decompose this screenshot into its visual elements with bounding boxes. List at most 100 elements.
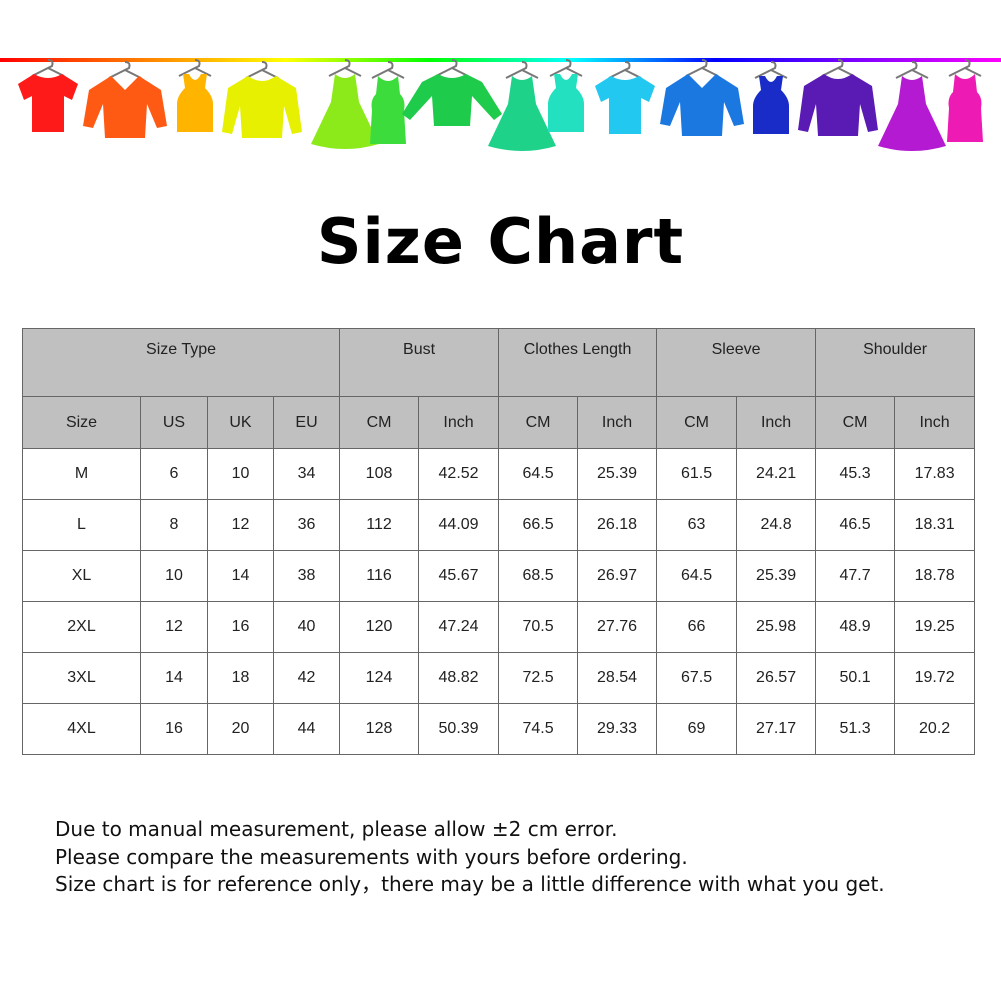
hanger-icon: [895, 61, 929, 79]
sub-header-inch: Inch: [577, 396, 658, 449]
table-cell: M: [22, 448, 141, 500]
sub-header-size: Size: [22, 396, 141, 449]
table-cell: 47.24: [418, 601, 500, 653]
table-cell: 8: [140, 499, 208, 551]
table-cell: 16: [207, 601, 274, 653]
table-cell: L: [22, 499, 141, 551]
table-cell: 44: [272, 703, 341, 755]
table-cell: 66: [656, 601, 738, 653]
table-cell: 45.3: [815, 448, 896, 500]
table-cell: 50.1: [815, 652, 896, 704]
garment-shape: [83, 76, 167, 138]
garment-shape: [18, 74, 78, 132]
table-cell: 67.5: [656, 652, 738, 704]
header-size-type: Size Type: [21, 328, 341, 397]
garment-shape: [402, 74, 502, 126]
hanger-icon: [549, 59, 583, 77]
table-cell: 70.5: [498, 601, 579, 653]
table-cell: 18: [207, 652, 274, 704]
table-cell: 40: [272, 601, 341, 653]
sub-header-cm: CM: [339, 396, 420, 449]
table-cell: 120: [339, 601, 420, 653]
table-row: M 6 10 34 108 42.52 64.5 25.39 61.5 24.21 45.3 17.8…: [22, 448, 976, 500]
table-cell: 6: [140, 448, 208, 500]
table-cell: 42.52: [418, 448, 500, 500]
table-row: 4XL 16 20 44 128 50.39 74.5 29.33 69 27.17 51.3 20.…: [22, 703, 976, 755]
table-row: L 8 12 36 112 44.09 66.5 26.18 63 24.8 46.5 18.31: [22, 499, 976, 551]
t-shirt-icon: [18, 59, 78, 132]
hanger-icon: [371, 61, 405, 79]
table-cell: 44.09: [418, 499, 500, 551]
table-cell: 14: [140, 652, 208, 704]
table-cell: 74.5: [498, 703, 579, 755]
tank-dress-icon: [370, 61, 406, 144]
tank-top-icon: [753, 61, 789, 134]
hanger-icon: [685, 59, 719, 77]
table-cell: 108: [339, 448, 420, 500]
garment-shape: [878, 76, 946, 151]
table-cell: 19.25: [894, 601, 976, 653]
table-cell: 3XL: [22, 652, 141, 704]
table-cell: 124: [339, 652, 420, 704]
group-header-row: Size Type Bust Clothes Length Sleeve Sho…: [21, 328, 976, 397]
table-cell: 10: [207, 448, 274, 500]
sub-header-eu: EU: [272, 396, 341, 449]
clothesline: [0, 58, 1001, 62]
table-cell: 28.54: [577, 652, 658, 704]
table-cell: XL: [22, 550, 141, 602]
hanger-icon: [245, 61, 279, 79]
table-cell: 27.17: [736, 703, 817, 755]
hanger-icon: [821, 59, 855, 77]
tank-top-icon: [548, 59, 584, 132]
garment-shape: [311, 74, 379, 149]
sub-header-cm: CM: [498, 396, 579, 449]
table-cell: 27.76: [577, 601, 658, 653]
table-cell: 18.78: [894, 550, 976, 602]
hanger-icon: [108, 61, 142, 79]
table-cell: 29.33: [577, 703, 658, 755]
sub-header-inch: Inch: [894, 396, 976, 449]
long-sleeve-icon: [402, 59, 502, 126]
table-cell: 112: [339, 499, 420, 551]
table-cell: 10: [140, 550, 208, 602]
note-line: Please compare the measurements with you…: [55, 844, 688, 869]
hanger-icon: [505, 61, 539, 79]
header-sleeve: Sleeve: [656, 328, 817, 397]
table-cell: 25.39: [736, 550, 817, 602]
table-cell: 20.2: [894, 703, 976, 755]
tank-dress-icon: [947, 59, 983, 142]
size-chart-table: Size Type Bust Clothes Length Sleeve Sho…: [21, 328, 976, 755]
sub-header-inch: Inch: [418, 396, 500, 449]
table-cell: 26.18: [577, 499, 658, 551]
table-cell: 63: [656, 499, 738, 551]
table-cell: 128: [339, 703, 420, 755]
note-line: Due to manual measurement, please allow …: [55, 817, 618, 841]
table-cell: 26.97: [577, 550, 658, 602]
clothesline-banner: [0, 58, 1001, 151]
garment-shape: [177, 74, 213, 132]
table-cell: 51.3: [815, 703, 896, 755]
table-cell: 25.39: [577, 448, 658, 500]
table-cell: 4XL: [22, 703, 141, 755]
sweater-icon: [798, 59, 878, 136]
table-row: 2XL 12 16 40 120 47.24 70.5 27.76 66 25.98 48.9 19.…: [22, 601, 976, 653]
table-cell: 16: [140, 703, 208, 755]
table-cell: 36: [272, 499, 341, 551]
garment-shape: [222, 76, 302, 138]
dress-icon: [311, 59, 379, 149]
hanger-icon: [948, 59, 982, 77]
hanger-icon: [608, 61, 642, 79]
table-cell: 48.9: [815, 601, 896, 653]
table-cell: 2XL: [22, 601, 141, 653]
hanger-icon: [178, 59, 212, 77]
table-cell: 18.31: [894, 499, 976, 551]
garment-shape: [660, 74, 744, 136]
hanger-icon: [31, 59, 65, 77]
garment-shape: [595, 76, 655, 134]
sweater-icon: [222, 61, 302, 138]
garment-shape: [370, 76, 406, 144]
table-cell: 24.8: [736, 499, 817, 551]
shirt-icon: [83, 61, 167, 138]
dress-icon: [488, 61, 556, 151]
sub-header-inch: Inch: [736, 396, 817, 449]
